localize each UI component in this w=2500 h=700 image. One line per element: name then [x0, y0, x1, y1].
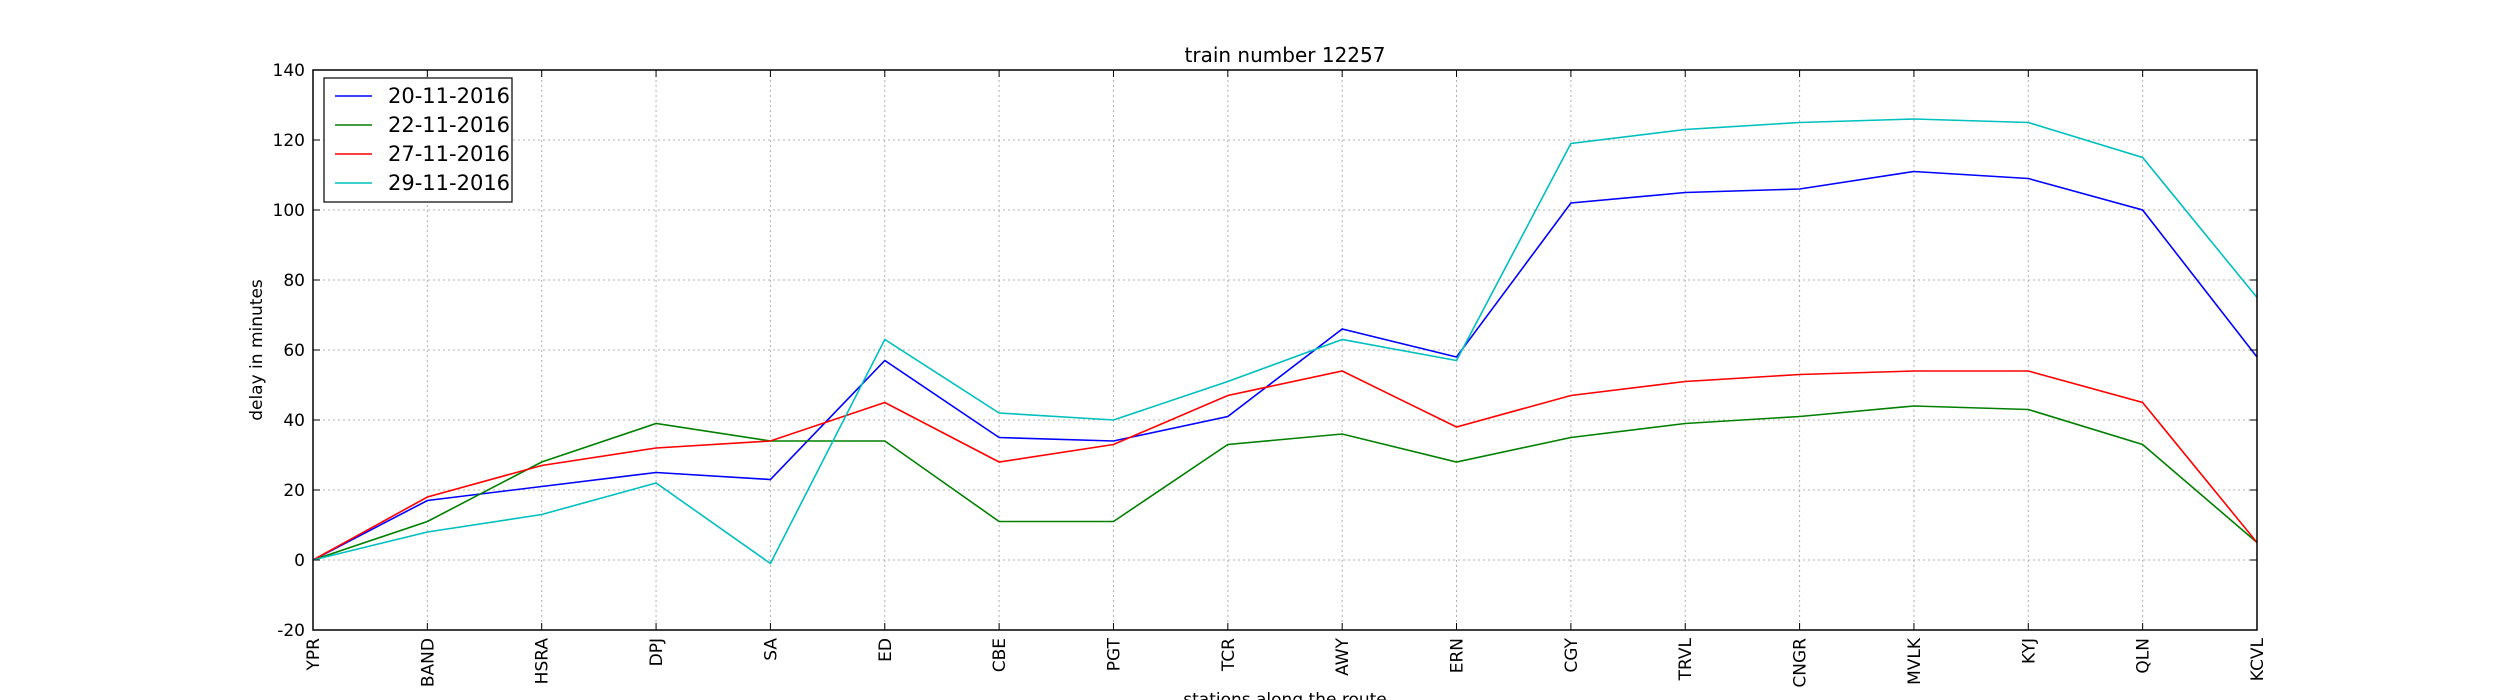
- y-axis-title: delay in minutes: [247, 279, 267, 421]
- series-line-22-11-2016: [312, 405, 2258, 561]
- legend-label: 22-11-2016: [388, 113, 510, 137]
- legend-label: 27-11-2016: [388, 142, 510, 166]
- x-tick-label: DPJ: [647, 638, 667, 666]
- y-tick-label: 80: [283, 271, 305, 291]
- x-tick-label: KYJ: [2019, 638, 2039, 664]
- legend-label: 20-11-2016: [388, 84, 510, 108]
- x-tick-label: YPR: [304, 638, 324, 672]
- series-line-27-11-2016: [312, 370, 2258, 561]
- x-tick-label: HSRA: [533, 638, 553, 685]
- x-tick-label: MVLK: [1905, 637, 1925, 685]
- x-tick-label: TRVL: [1676, 637, 1696, 681]
- y-tick-label: 140: [273, 61, 305, 81]
- x-tick-label: QLN: [2134, 638, 2154, 674]
- y-tick-label: 20: [283, 481, 305, 501]
- y-tick-label: 40: [283, 411, 305, 431]
- y-tick-label: 100: [273, 201, 305, 221]
- x-tick-label: KCVL: [2248, 637, 2268, 681]
- y-tick-label: -20: [277, 621, 305, 641]
- x-tick-label: BAND: [418, 638, 438, 687]
- x-axis-title: stations along the route: [1183, 690, 1387, 700]
- series-line-29-11-2016: [312, 118, 2258, 565]
- x-tick-label: PGT: [1104, 637, 1124, 671]
- series-line-20-11-2016: [312, 170, 2258, 561]
- x-tick-label: TCR: [1219, 638, 1239, 672]
- y-tick-label: 60: [283, 341, 305, 361]
- x-axis-ticks: YPR BAND HSRA DPJ SA ED CBE PGT TCR AWY ERN CGY TRVL…: [304, 70, 2268, 688]
- x-tick-label: ERN: [1448, 638, 1468, 673]
- x-tick-label: ED: [876, 638, 896, 662]
- y-tick-label: 0: [294, 551, 305, 571]
- legend-box: [323, 77, 513, 203]
- y-axis-ticks: -20 0 20 40 60 80 100 120 140: [273, 61, 2257, 641]
- x-tick-label: CNGR: [1791, 638, 1811, 688]
- legend: 20-11-2016 22-11-2016 27-11-2016 29-11-2016: [323, 77, 513, 203]
- x-tick-label: CBE: [990, 638, 1010, 672]
- legend-label: 29-11-2016: [388, 171, 510, 195]
- x-tick-label: CGY: [1562, 637, 1582, 672]
- chart-title: train number 12257: [1185, 43, 1386, 67]
- series-lines: [312, 118, 2258, 565]
- x-tick-label: AWY: [1333, 637, 1353, 676]
- x-tick-label: SA: [761, 638, 781, 661]
- y-tick-label: 120: [273, 131, 305, 151]
